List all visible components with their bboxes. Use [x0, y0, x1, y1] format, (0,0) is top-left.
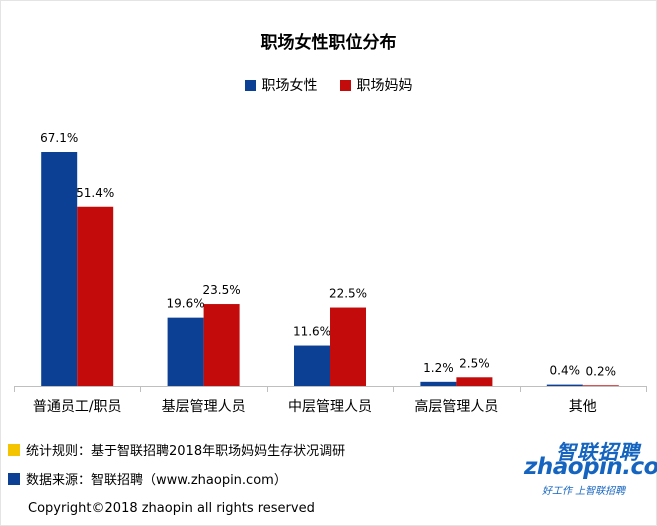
bar-series-2: [330, 307, 366, 386]
legend-item-series-2: 职场妈妈: [339, 75, 413, 95]
logo-cn-text: 智联招聘: [556, 440, 640, 464]
x-tick-label: 基层管理人员: [162, 398, 246, 415]
data-label: 1.2%: [423, 361, 454, 375]
legend-swatch-series-2: [339, 79, 351, 91]
legend-item-series-1: 职场女性: [244, 75, 318, 95]
note-data-source-text: 数据来源：智联招聘（www.zhaopin.com）: [26, 473, 287, 488]
logo-en-text: zhaopin.com: [524, 454, 657, 480]
copyright-text: Copyright©2018 zhaopin all rights reserv…: [28, 501, 315, 516]
x-tick-label: 其他: [569, 399, 597, 415]
bar-series-1: [294, 345, 330, 386]
chart-legend: 职场女性 职场妈妈: [0, 75, 657, 95]
data-label: 22.5%: [329, 287, 367, 301]
bar-series-1: [41, 152, 78, 386]
note-statistics-rule: 统计规则：基于智联招聘2018年职场妈妈生存状况调研: [8, 440, 345, 459]
data-label: 2.5%: [459, 356, 490, 370]
bar-series-2: [203, 304, 240, 386]
x-tick-label: 高层管理人员: [414, 398, 498, 415]
note-statistics-rule-text: 统计规则：基于智联招聘2018年职场妈妈生存状况调研: [26, 444, 346, 459]
data-label: 0.4%: [550, 364, 581, 378]
bar-series-2: [456, 377, 493, 386]
legend-label-series-1: 职场女性: [261, 78, 318, 94]
zhaopin-logo: 智联招聘 zhaopin.com 好工作 上智联招聘: [520, 436, 657, 498]
data-label: 0.2%: [586, 364, 617, 378]
data-label: 19.6%: [167, 297, 205, 311]
bar-series-1: [546, 384, 583, 386]
x-tick-label: 普通员工/职员: [33, 399, 122, 415]
bar-series-1: [420, 381, 457, 386]
bar-series-2: [582, 385, 619, 386]
bar-series-1: [167, 317, 204, 386]
chart-title: 职场女性职位分布: [260, 33, 397, 53]
blue-square-icon: [8, 472, 20, 485]
bar-series-2: [77, 206, 114, 386]
yellow-square-icon: [8, 443, 20, 456]
x-tick-label: 中层管理人员: [288, 399, 372, 415]
data-label: 23.5%: [203, 283, 241, 297]
data-label: 51.4%: [76, 186, 114, 200]
logo-slogan: 好工作 上智联招聘: [542, 486, 626, 497]
data-label: 67.1%: [40, 131, 78, 145]
legend-label-series-2: 职场妈妈: [356, 78, 413, 94]
legend-swatch-series-1: [244, 79, 256, 91]
note-data-source: 数据来源：智联招聘（www.zhaopin.com）: [8, 469, 287, 488]
data-label: 11.6%: [293, 325, 331, 339]
